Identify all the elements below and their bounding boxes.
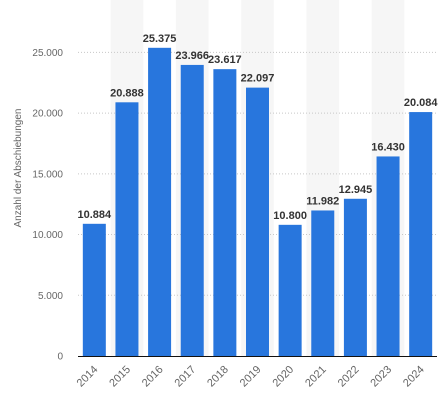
data-label: 10.884 [77, 209, 112, 221]
y-axis-label: Anzahl der Abschiebungen [13, 109, 24, 228]
y-axis-ticks: 0 5.000 10.000 15.000 20.000 25.000 [32, 48, 63, 363]
bar[interactable] [82, 223, 106, 356]
x-tick-label: 2017 [173, 364, 199, 390]
bar[interactable] [311, 210, 335, 356]
y-tick-label: 25.000 [32, 48, 63, 59]
bar[interactable] [148, 47, 172, 357]
x-tick-label: 2020 [270, 364, 296, 390]
bar[interactable] [278, 224, 302, 356]
bar[interactable] [343, 198, 367, 356]
data-label: 16.430 [371, 141, 405, 153]
bar[interactable] [376, 156, 400, 356]
x-tick-label: 2014 [75, 364, 101, 390]
bar[interactable] [213, 69, 237, 356]
x-tick-label: 2016 [140, 364, 166, 390]
x-tick-label: 2021 [303, 364, 329, 390]
x-tick-label: 2015 [107, 364, 133, 390]
x-tick-label: 2022 [336, 364, 362, 390]
y-tick-label: 0 [57, 352, 63, 363]
x-tick-label: 2019 [238, 364, 264, 390]
data-label: 25.375 [143, 33, 177, 45]
data-label: 10.800 [273, 210, 307, 222]
x-tick-label: 2023 [368, 364, 394, 390]
data-label: 20.084 [404, 97, 439, 109]
data-label: 20.888 [110, 87, 144, 99]
data-label: 12.945 [339, 184, 373, 196]
bar[interactable] [180, 64, 204, 357]
data-label: 11.982 [306, 195, 339, 207]
y-tick-label: 15.000 [32, 169, 63, 180]
bar[interactable] [409, 112, 433, 356]
y-tick-label: 20.000 [32, 109, 63, 120]
bar[interactable] [115, 102, 139, 356]
x-axis-ticks: 2014 2015 2016 2017 2018 2019 2020 2021 2022 2023… [75, 364, 427, 390]
x-tick-label: 2018 [205, 364, 231, 390]
y-tick-label: 10.000 [32, 230, 63, 241]
data-label: 22.097 [241, 73, 275, 85]
data-label: 23.617 [208, 54, 242, 66]
x-tick-label: 2024 [401, 364, 427, 390]
data-label: 23.966 [175, 50, 209, 62]
bars [82, 47, 433, 357]
y-tick-label: 5.000 [38, 291, 63, 302]
bar[interactable] [246, 87, 269, 356]
